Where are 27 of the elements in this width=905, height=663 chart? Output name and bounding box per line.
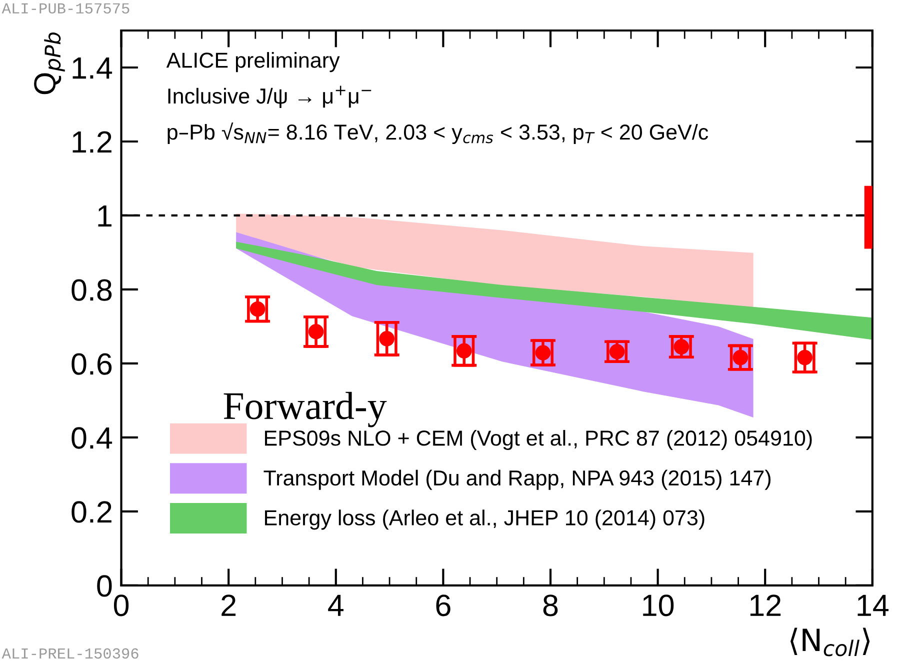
y-tick-label: 0.8 bbox=[72, 279, 112, 301]
x-tick-label: 10 bbox=[643, 594, 674, 616]
y-tick-label: 1.2 bbox=[72, 131, 112, 153]
text: ALI-PREL-150396 bbox=[2, 648, 138, 659]
x-tick-label: 14 bbox=[858, 594, 889, 616]
y-tick-label: 1.4 bbox=[72, 58, 112, 79]
y-tick-label: 1 bbox=[98, 206, 112, 227]
y-tick-label: 0.4 bbox=[72, 427, 112, 449]
x-tick-label: 2 bbox=[222, 594, 236, 616]
y-axis-title: Q$_{pPb}$ bbox=[34, 32, 65, 94]
x-tick-label: 8 bbox=[543, 594, 558, 616]
x-tick-label: 4 bbox=[328, 594, 344, 616]
annotation: Forward-y bbox=[224, 392, 387, 428]
annotation: p–Pb √s$_{NN}$= 8.16 TeV, 2.03 < y$_{cms}$ < 3.53, p$_{T}$ < 20 GeV/c bbox=[168, 122, 708, 144]
legend-label: EPS09s NLO + CEM (Vogt et al., PRC 87 (2012) 054910) bbox=[265, 430, 812, 450]
legend-label: Energy loss (Arleo et al., JHEP 10 (2014) 073) bbox=[265, 510, 704, 530]
y-tick-label: 0.2 bbox=[72, 501, 112, 523]
legend-label: Transport Model (Du and Rapp, NPA 943 (2015) 147) bbox=[264, 470, 770, 490]
x-tick-label: 0 bbox=[114, 594, 129, 616]
x-tick-label: 6 bbox=[436, 594, 450, 616]
text: ALI-PUB-157575 bbox=[2, 3, 130, 14]
y-tick-label: 0.6 bbox=[72, 353, 112, 375]
y-tick-label: 0 bbox=[97, 575, 112, 597]
annotation: Inclusive J/ψ → μ$^{+}$μ$^{−}$ bbox=[168, 86, 372, 108]
x-axis-title: ⟨N$_{coll}$⟩ bbox=[790, 628, 870, 656]
annotation: ALICE preliminary bbox=[166, 52, 340, 72]
x-tick-label: 12 bbox=[750, 594, 781, 616]
